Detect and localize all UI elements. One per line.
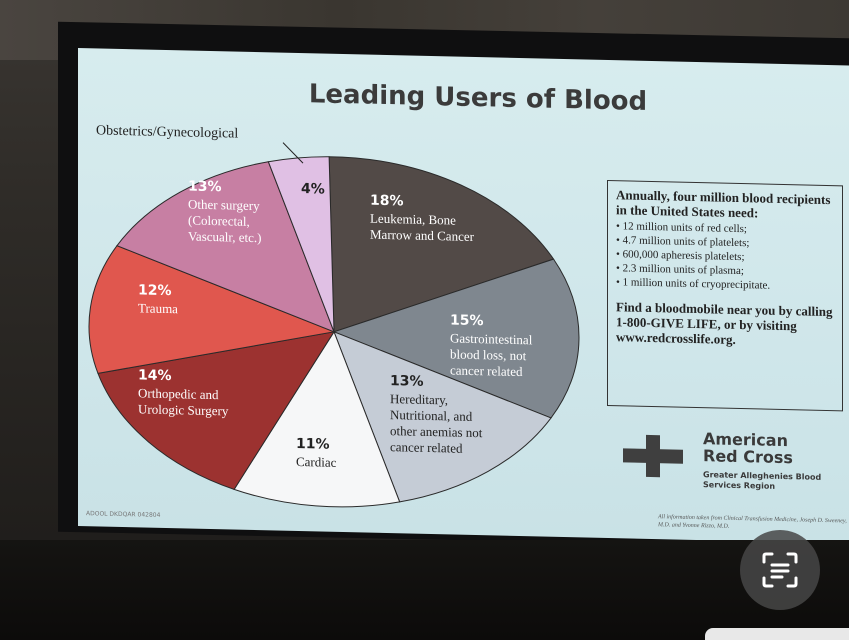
slice-percent-label: 18% [370,193,404,210]
device-edge [705,628,849,640]
info-heading: Annually, four million blood recipients … [616,187,831,221]
slice-label: Gastrointestinal [450,330,533,347]
info-cta: Find a bloodmobile near you by calling 1… [616,299,833,347]
info-list: 12 million units of red cells; 4.7 milli… [616,219,834,294]
cross-icon [623,434,683,478]
slice-label: Nutritional, and [390,407,473,424]
pie-slice [88,245,336,374]
slice-percent-label: 4% [301,181,325,198]
pie-slice [116,161,335,333]
slice-label: Cardiac [296,454,337,470]
slice-percent-label: 15% [450,312,484,329]
slice-label: Urologic Surgery [138,401,229,418]
org-name: American Red Cross [703,429,793,468]
slice-label: Marrow and Cancer [370,227,475,244]
slice-label: Hereditary, [390,391,448,407]
slice-label: Orthopedic and [138,385,219,402]
slice-percent-label: 14% [138,367,172,384]
obstetrics-label: Obstetrics/Gynecological [96,123,238,141]
slice-label: Leukemia, Bone [370,211,456,228]
slice-percent-label: 12% [138,282,172,299]
slice-label: (Colorectal, [188,212,250,228]
pie-slice [97,331,336,490]
slice-label: blood loss, not [450,346,527,363]
slice-label: cancer related [450,362,523,379]
slice-label: Trauma [138,300,178,316]
slice-label: Vascualr, etc.) [188,228,261,245]
slice-label: Other surgery [188,196,260,213]
slice-label: cancer related [390,439,463,456]
pie-slice [333,330,552,503]
slice-percent-label: 13% [390,373,424,390]
red-cross-logo: American Red Cross Greater Alleghenies B… [623,428,843,503]
stage-floor [0,540,849,640]
slice-label: other anemias not [390,423,483,440]
slice-percent-label: 13% [188,178,222,195]
pie-slice [332,258,580,419]
slice-percent-label: 11% [296,436,330,453]
pie-slice [328,156,555,333]
info-box: Annually, four million blood recipients … [607,180,843,412]
scan-text-icon [762,552,798,588]
lens-button[interactable] [740,530,820,610]
org-region: Greater Alleghenies Blood Services Regio… [703,470,822,491]
pie-slice [233,330,401,508]
leader-line [282,142,304,164]
projected-slide: Leading Users of Blood 18% Leukemia, Bone… [78,48,849,544]
